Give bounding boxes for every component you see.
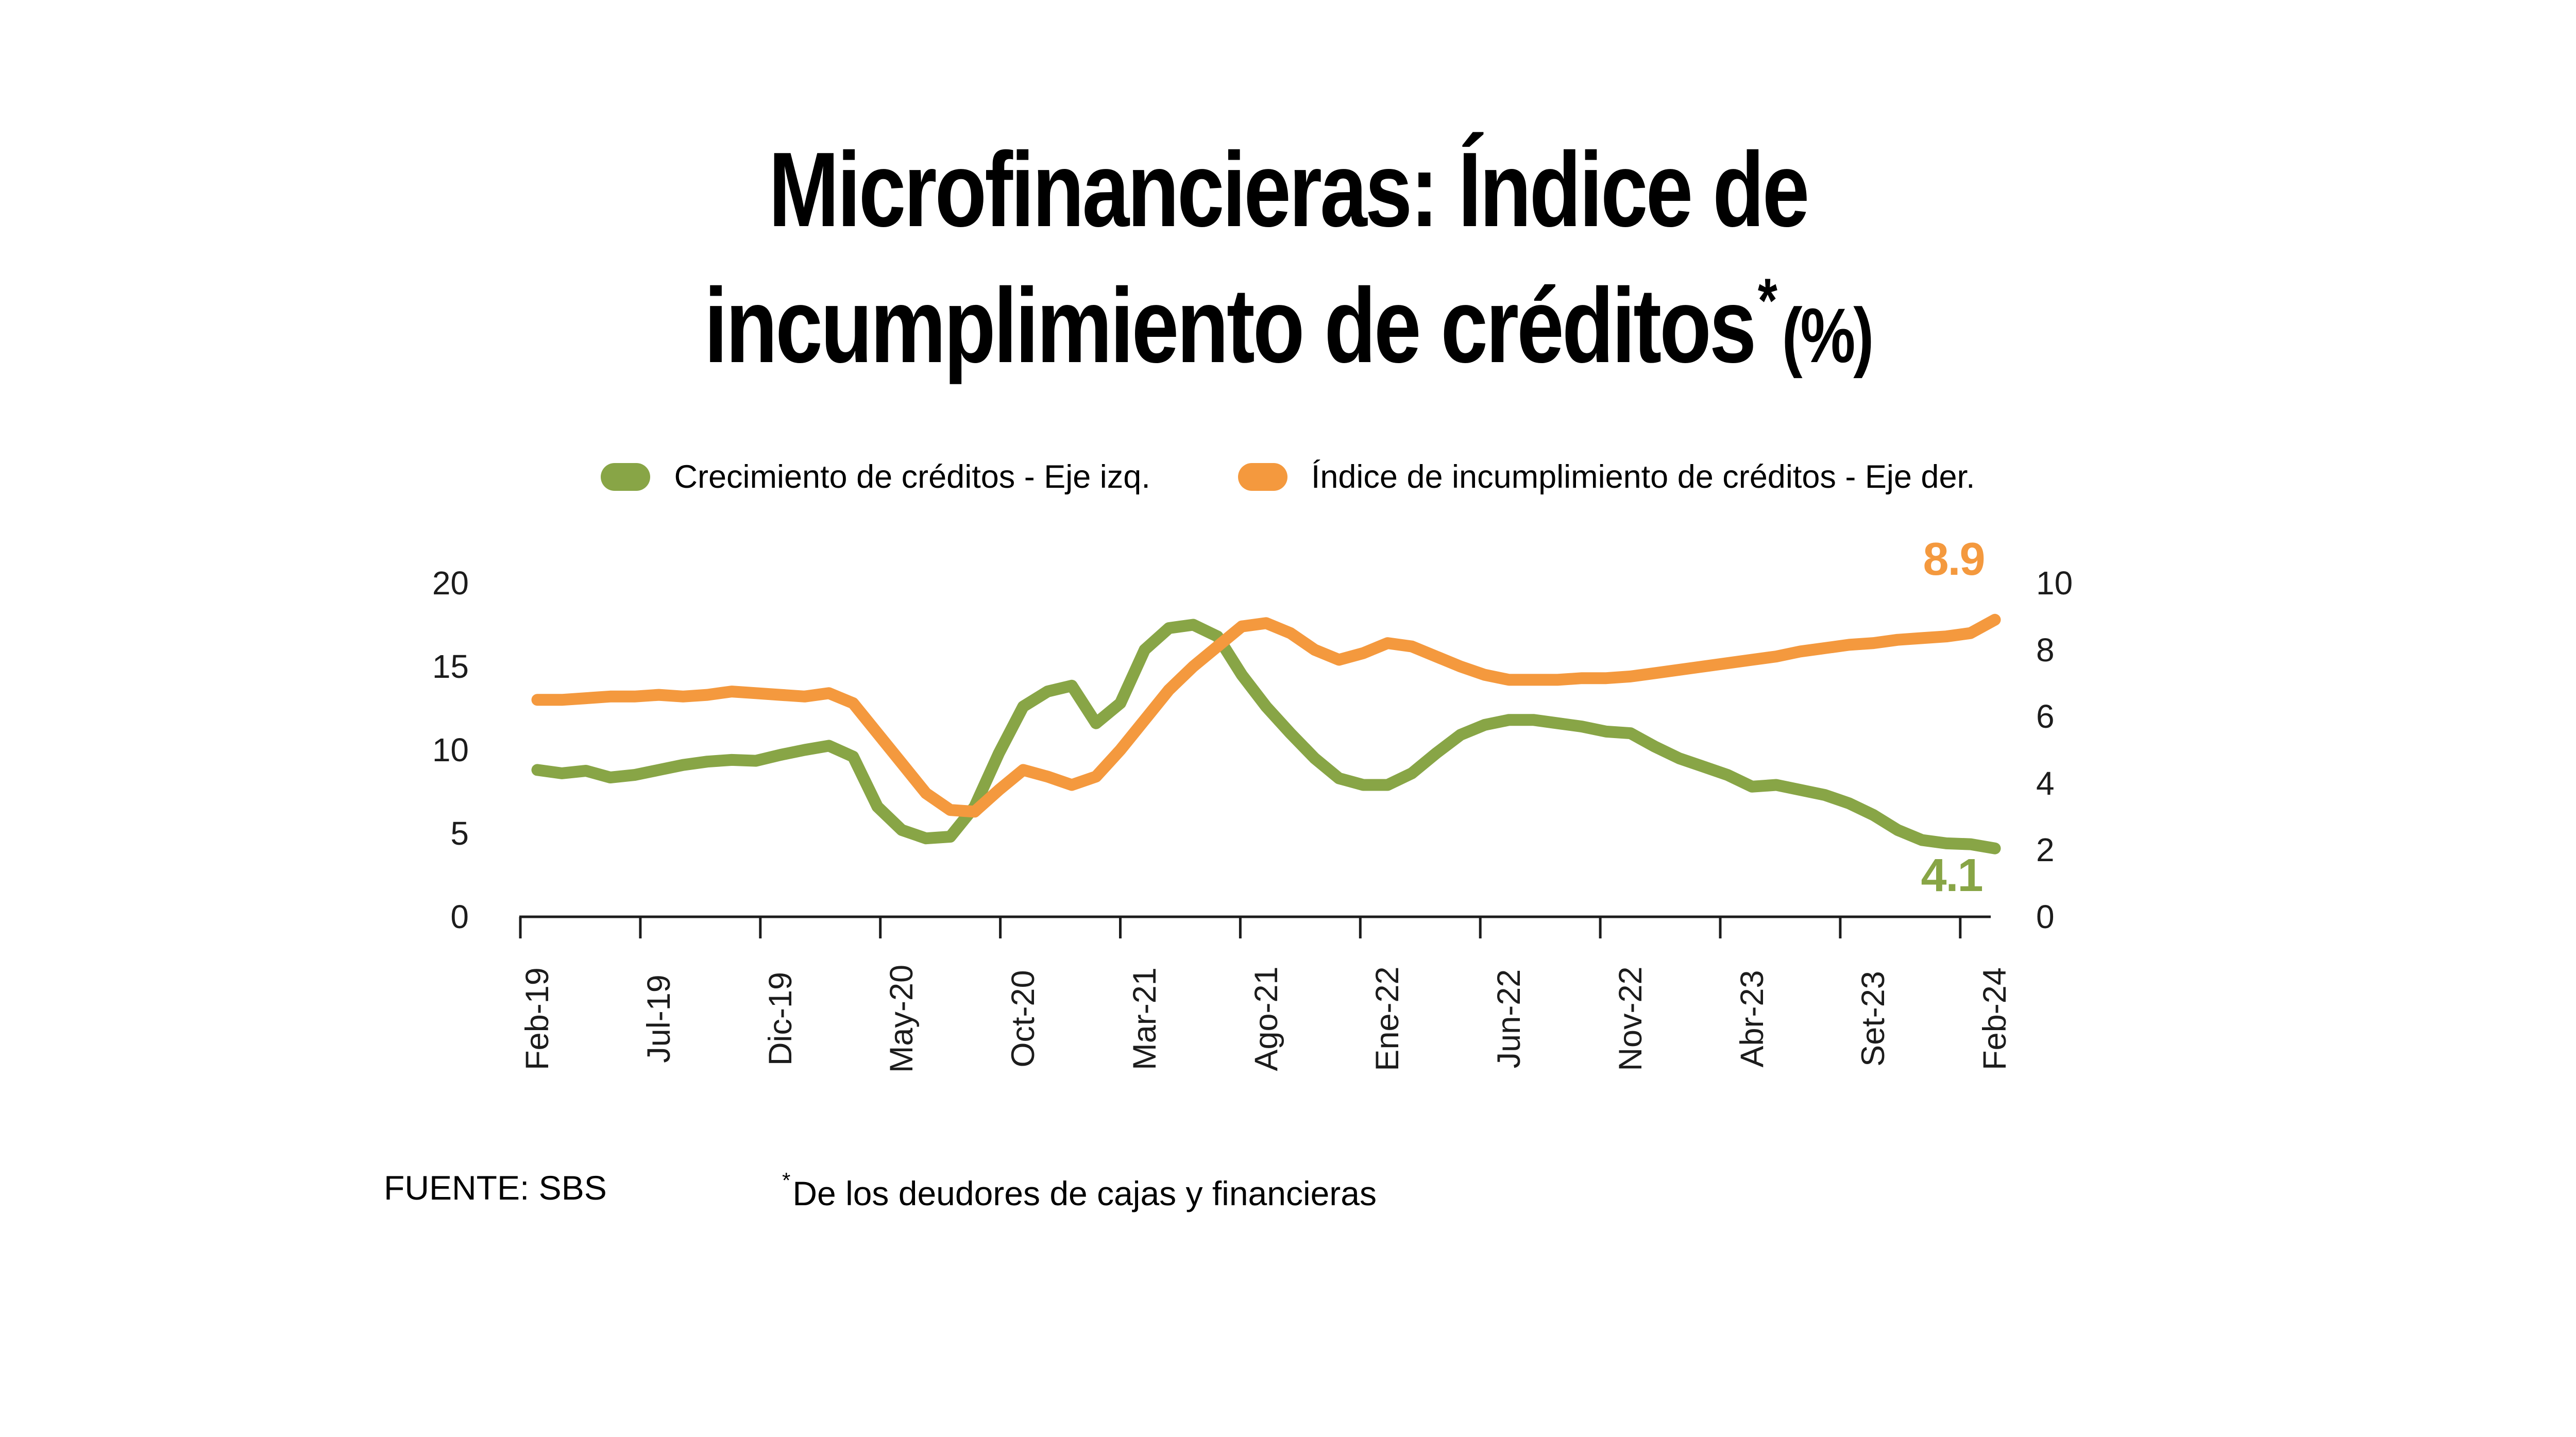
- x-axis-label: Jul-19: [640, 974, 677, 1063]
- y-axis-left-label: 10: [432, 731, 469, 768]
- y-axis-left-label: 0: [450, 898, 469, 935]
- x-axis-label: Nov-22: [1612, 966, 1649, 1071]
- y-axis-left-label: 15: [432, 648, 469, 685]
- x-axis-label: Ene-22: [1369, 966, 1406, 1071]
- legend-item-crecimiento: Crecimiento de créditos - Eje izq.: [601, 458, 1150, 495]
- legend-item-incumplimiento: Índice de incumplimiento de créditos - E…: [1238, 458, 1975, 495]
- y-axis-left-label: 20: [432, 564, 469, 602]
- x-axis-label: Ago-21: [1248, 966, 1284, 1071]
- chart-legend: Crecimiento de créditos - Eje izq. Índic…: [0, 447, 2576, 507]
- y-axis-left-label: 5: [450, 815, 469, 852]
- value-label-orange-end: 8.9: [1923, 534, 1985, 585]
- y-axis-right-label: 10: [2036, 564, 2073, 602]
- x-axis-label: Abr-23: [1734, 970, 1770, 1068]
- y-axis-right-label: 0: [2036, 898, 2055, 935]
- page-title-line2-text: incumplimiento de créditos: [704, 266, 1757, 385]
- y-axis-right-label: 4: [2036, 764, 2055, 802]
- x-axis-label: Set-23: [1855, 971, 1892, 1067]
- series-line-orange: [531, 613, 2001, 818]
- source-label: FUENTE: SBS: [384, 1169, 607, 1207]
- title-percent-unit: (%): [1782, 292, 1874, 379]
- y-axis-right-label: 6: [2036, 698, 2055, 735]
- x-axis-label: Jun-22: [1491, 969, 1527, 1069]
- page-title-line1: Microfinancieras: Índice de: [768, 130, 1810, 249]
- page-title-line2: incumplimiento de créditos*(%): [258, 259, 2318, 407]
- legend-swatch-green-icon: [601, 463, 651, 491]
- legend-label-crecimiento: Crecimiento de créditos - Eje izq.: [674, 459, 1150, 495]
- x-axis-label: May-20: [884, 964, 920, 1073]
- x-axis-label: Feb-24: [1977, 967, 2013, 1070]
- x-axis-label: Oct-20: [1005, 970, 1041, 1068]
- footnote: *De los deudores de cajas y financieras: [782, 1168, 1377, 1213]
- y-axis-right-label: 2: [2036, 831, 2055, 869]
- x-axis-label: Mar-21: [1126, 967, 1163, 1070]
- value-label-green-end: 4.1: [1921, 850, 1983, 901]
- footnote-asterisk: *: [782, 1168, 791, 1192]
- x-axis-label: Feb-19: [519, 967, 555, 1070]
- title-asterisk: *: [1757, 265, 1777, 335]
- footnote-text: De los deudores de cajas y financieras: [792, 1174, 1377, 1212]
- y-axis-right-label: 8: [2036, 631, 2055, 669]
- x-axis-label: Dic-19: [762, 971, 799, 1066]
- legend-label-incumplimiento: Índice de incumplimiento de créditos - E…: [1311, 459, 1975, 495]
- legend-swatch-orange-icon: [1238, 463, 1287, 491]
- series-line-green: [531, 619, 2001, 854]
